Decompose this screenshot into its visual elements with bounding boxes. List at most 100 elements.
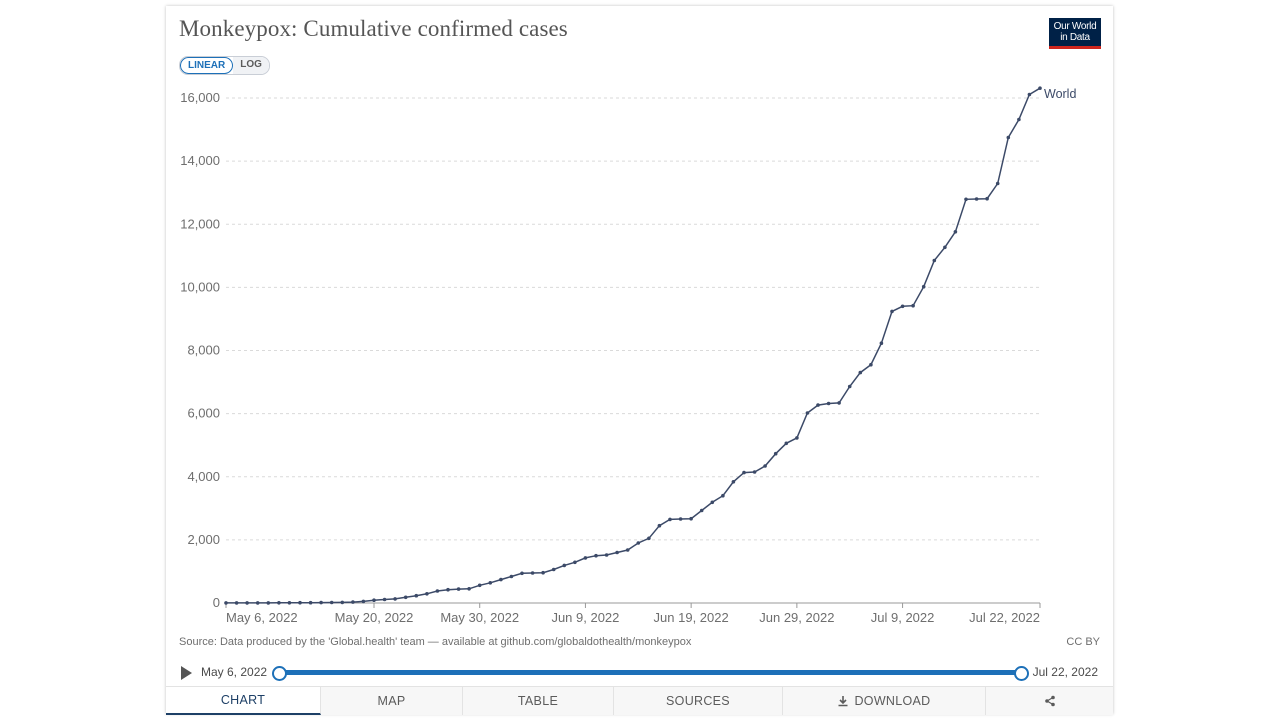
timeline-start-label: May 6, 2022 bbox=[201, 665, 268, 679]
y-tick-label: 6,000 bbox=[187, 406, 220, 421]
data-point bbox=[699, 508, 704, 513]
y-tick-label: 16,000 bbox=[180, 90, 220, 105]
data-point bbox=[488, 581, 493, 585]
data-point bbox=[847, 384, 852, 389]
source-note: Source: Data produced by the 'Global.hea… bbox=[179, 636, 692, 648]
data-point bbox=[900, 304, 905, 309]
data-point bbox=[1017, 117, 1021, 122]
tab-chart[interactable]: CHART bbox=[166, 687, 321, 715]
data-point bbox=[234, 601, 239, 605]
data-point bbox=[530, 571, 535, 575]
data-point bbox=[255, 601, 260, 605]
data-point bbox=[277, 601, 281, 605]
x-tick-label: May 30, 2022 bbox=[440, 610, 519, 625]
tab-table[interactable]: TABLE bbox=[463, 687, 614, 715]
data-point bbox=[509, 574, 514, 579]
data-point bbox=[795, 436, 799, 440]
chart-card: Monkeypox: Cumulative confirmed cases Ou… bbox=[166, 6, 1113, 715]
owid-logo[interactable]: Our World in Data bbox=[1049, 18, 1101, 49]
data-point bbox=[657, 523, 662, 528]
data-point bbox=[721, 493, 725, 498]
x-tick-label: May 6, 2022 bbox=[226, 610, 298, 625]
data-point bbox=[763, 464, 767, 468]
data-point bbox=[372, 598, 376, 602]
data-point bbox=[668, 517, 672, 522]
data-point bbox=[298, 600, 302, 605]
data-point bbox=[953, 230, 958, 234]
tab-sources[interactable]: SOURCES bbox=[614, 687, 783, 715]
data-point bbox=[520, 571, 524, 576]
data-point bbox=[477, 583, 482, 588]
data-point bbox=[816, 403, 820, 407]
timeline-end-label: Jul 22, 2022 bbox=[1032, 665, 1098, 679]
data-point bbox=[604, 553, 609, 557]
log-scale-button[interactable]: LOG bbox=[233, 57, 269, 74]
data-point bbox=[625, 548, 630, 552]
data-point bbox=[287, 601, 292, 605]
y-tick-label: 10,000 bbox=[180, 279, 220, 294]
data-point bbox=[382, 597, 387, 602]
data-point bbox=[329, 600, 334, 605]
timeline: May 6, 2022 Jul 22, 2022 bbox=[166, 662, 1113, 684]
y-tick-label: 14,000 bbox=[180, 153, 220, 168]
linear-scale-button[interactable]: LINEAR bbox=[180, 57, 234, 74]
x-tick-label: Jun 29, 2022 bbox=[759, 610, 834, 625]
data-point bbox=[615, 550, 619, 555]
data-point bbox=[710, 500, 715, 505]
data-point bbox=[826, 401, 831, 406]
y-tick-label: 2,000 bbox=[187, 532, 220, 547]
data-point bbox=[541, 570, 545, 575]
data-point bbox=[361, 599, 366, 604]
data-point bbox=[393, 597, 397, 601]
x-tick-label: Jul 22, 2022 bbox=[969, 610, 1040, 625]
x-tick-label: May 20, 2022 bbox=[335, 610, 414, 625]
x-tick-label: Jul 9, 2022 bbox=[871, 610, 935, 625]
play-icon[interactable] bbox=[181, 666, 192, 680]
data-point bbox=[636, 541, 641, 545]
tab-download[interactable]: DOWNLOAD bbox=[783, 687, 986, 715]
data-point bbox=[562, 563, 567, 568]
data-point bbox=[446, 587, 450, 592]
data-point bbox=[678, 517, 683, 521]
timeline-start-handle[interactable] bbox=[272, 666, 287, 681]
y-tick-label: 12,000 bbox=[180, 216, 220, 231]
tab-label: DOWNLOAD bbox=[854, 694, 931, 708]
logo-line-1: Our World bbox=[1053, 21, 1097, 32]
series-label-world: World bbox=[1044, 87, 1076, 101]
data-point bbox=[245, 601, 249, 605]
data-point bbox=[752, 470, 757, 474]
timeline-end-handle[interactable] bbox=[1014, 666, 1029, 681]
tab-label: MAP bbox=[377, 694, 406, 708]
data-point bbox=[594, 553, 598, 558]
tab-label: SOURCES bbox=[666, 694, 730, 708]
data-point bbox=[224, 601, 228, 605]
tab-share[interactable] bbox=[986, 687, 1113, 715]
data-point bbox=[456, 587, 461, 591]
scale-toggle: LINEAR LOG bbox=[179, 56, 270, 75]
license-link[interactable]: CC BY bbox=[1066, 636, 1100, 648]
y-tick-label: 8,000 bbox=[187, 343, 220, 358]
chart-title: Monkeypox: Cumulative confirmed cases bbox=[179, 16, 568, 41]
data-point bbox=[890, 309, 894, 314]
data-point bbox=[425, 592, 429, 596]
timeline-track[interactable] bbox=[278, 670, 1020, 675]
data-point bbox=[435, 589, 440, 593]
data-point bbox=[414, 593, 419, 598]
data-point bbox=[879, 341, 884, 346]
data-point bbox=[340, 600, 345, 605]
tab-map[interactable]: MAP bbox=[321, 687, 463, 715]
data-point bbox=[467, 587, 471, 591]
logo-line-2: in Data bbox=[1060, 32, 1090, 43]
data-point bbox=[837, 401, 841, 405]
data-point bbox=[995, 181, 1000, 186]
data-point bbox=[266, 601, 271, 605]
data-point bbox=[499, 577, 503, 582]
data-point bbox=[805, 411, 810, 415]
data-point bbox=[647, 536, 651, 541]
data-point bbox=[911, 303, 915, 308]
data-point bbox=[869, 362, 873, 367]
series-line-world bbox=[226, 87, 1041, 604]
data-point bbox=[921, 284, 926, 289]
data-point bbox=[1038, 86, 1042, 90]
tab-bar: CHART MAP TABLE SOURCES DOWNLOAD bbox=[166, 686, 1113, 715]
